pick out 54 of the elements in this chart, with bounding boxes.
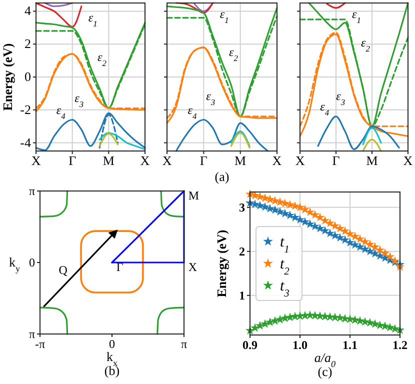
series-label: ε$_{1}$ (352, 7, 361, 24)
series-label: ε$_{2}$ (229, 45, 238, 63)
x-tick-label: X (272, 153, 282, 168)
series-label: ε$_{1}$ (220, 7, 229, 24)
y-tick-label: 2 (24, 36, 31, 52)
x-tick-label: X (403, 153, 414, 168)
x-tick-label: X (295, 153, 306, 168)
x-tick-label: X (162, 153, 172, 168)
series-label: ε$_{3}$ (206, 89, 215, 107)
y-axis-title: Energy (eV) (0, 43, 15, 111)
legend-label: t$_{3}$ (280, 278, 290, 299)
text: X (188, 260, 198, 274)
x-tick-label: 0.9 (242, 338, 258, 352)
x-tick-label: π (180, 337, 188, 351)
x-tick-label: 0 (109, 337, 115, 351)
series-label: ε$_{4}$ (188, 102, 197, 120)
text: M (188, 188, 200, 203)
x-tick-label: Γ (200, 153, 208, 168)
series-label: ε$_{2}$ (361, 35, 370, 53)
series-label: ε$_{2}$ (98, 50, 106, 68)
series-label: ε$_{1}$ (88, 10, 98, 28)
y-axis-title: Energy (eV) (214, 230, 229, 298)
x-tick-label: Γ (332, 153, 340, 168)
series-label: ε$_{4}$ (56, 102, 66, 120)
x-tick-label: 1.0 (292, 338, 308, 352)
x-tick-label: M (366, 153, 378, 168)
series-label: ε$_{3}$ (74, 90, 84, 108)
y-tick-label: -2 (20, 102, 31, 117)
x-tick-label: 1.1 (342, 338, 358, 352)
text: (c) (318, 364, 332, 379)
y-tick-label: 0 (24, 69, 31, 84)
x-tick-label: -π (34, 337, 46, 351)
annotation: Γ (116, 260, 124, 274)
y-tick-label: π (28, 184, 35, 198)
x-tick-label: 1.2 (392, 338, 408, 352)
series-label: ε$_{4}$ (320, 99, 329, 117)
legend-label: t$_{2}$ (280, 256, 290, 277)
x-tick-label: Γ (68, 153, 77, 168)
annotation: Q (58, 262, 68, 277)
series-label: ε$_{3}$ (336, 89, 345, 107)
x-tick-label: X (31, 153, 42, 168)
x-tick-label: X (140, 153, 150, 168)
y-tick-label: -4 (20, 134, 32, 150)
y-tick-label: 1 (239, 288, 245, 302)
y-tick-label: 3 (239, 200, 245, 214)
x-tick-label: M (102, 153, 115, 168)
y-axis-title: k$_{y}$ (8, 254, 20, 274)
legend-label: t$_{1}$ (280, 234, 290, 255)
x-tick-label: M (234, 153, 247, 168)
y-tick-label: 4 (24, 3, 32, 18)
y-tick-label: 2 (239, 244, 245, 258)
y-tick-label: 0 (29, 256, 35, 270)
y-tick-label: π (28, 327, 35, 341)
text: (a) (214, 169, 230, 184)
